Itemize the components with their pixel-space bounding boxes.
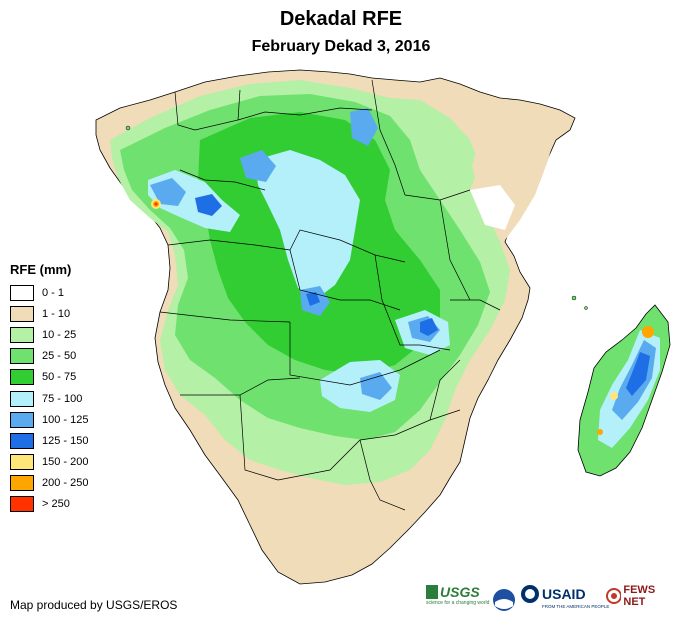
legend-item: 0 - 1 — [10, 282, 88, 303]
legend-label: 200 - 250 — [42, 477, 89, 490]
legend-label: 10 - 25 — [42, 328, 77, 341]
horn-dry-0-1 — [470, 185, 515, 230]
legend-label: 75 - 100 — [42, 392, 83, 405]
legend-label: 25 - 50 — [42, 350, 77, 363]
legend-item: > 250 — [10, 494, 88, 515]
legend-item: 1 - 10 — [10, 303, 88, 324]
rain-100-125-a — [150, 178, 186, 206]
fewsnet-mark-icon — [606, 588, 622, 604]
legend-label: 125 - 150 — [42, 434, 89, 447]
usgs-tagline: science for a changing world — [426, 600, 490, 606]
legend-swatch — [10, 326, 34, 343]
legend-item: 100 - 125 — [10, 409, 88, 430]
legend-label: 0 - 1 — [42, 286, 65, 299]
usgs-mark-icon — [426, 585, 438, 599]
legend: RFE (mm) 0 - 1 1 - 10 10 - 25 25 - 50 50 - 7… — [10, 262, 88, 515]
legend-label: 1 - 10 — [42, 307, 71, 320]
rain-125-150-a — [195, 194, 222, 216]
madagascar-rain-125-150 — [626, 352, 650, 396]
map-subtitle: February Dekad 3, 2016 — [251, 38, 431, 55]
rain-over-250-spot — [154, 202, 158, 206]
legend-swatch — [10, 454, 34, 471]
legend-swatch — [10, 348, 34, 365]
legend-item: 10 - 25 — [10, 324, 88, 345]
legend-swatch — [10, 411, 34, 428]
madagascar-hotspot-3 — [597, 429, 603, 435]
legend-item: 25 - 50 — [10, 346, 88, 367]
island — [571, 295, 577, 301]
legend-item: 50 - 75 — [10, 367, 88, 388]
usgs-text: USGS — [440, 584, 480, 600]
legend-label: 100 - 125 — [42, 413, 89, 426]
usaid-logo: USAID FROM THE AMERICAN PEOPLE — [520, 584, 610, 618]
legend-item: 75 - 100 — [10, 388, 88, 409]
rain-100-125-c — [350, 108, 378, 146]
legend-swatch — [10, 496, 34, 513]
usaid-tagline: FROM THE AMERICAN PEOPLE — [542, 604, 610, 609]
legend-swatch — [10, 432, 34, 449]
legend-item: 200 - 250 — [10, 473, 88, 494]
country-borders — [159, 79, 501, 511]
legend-rows: 0 - 1 1 - 10 10 - 25 25 - 50 50 - 75 75 - 100… — [10, 282, 88, 515]
legend-swatch — [10, 305, 34, 322]
island — [125, 125, 131, 131]
noaa-logo — [492, 584, 518, 618]
madagascar-hotspot — [642, 326, 654, 338]
fewsnet-logo: FEWS NET — [606, 584, 678, 618]
madagascar-hotspot-2 — [610, 392, 618, 400]
legend-swatch — [10, 390, 34, 407]
legend-title: RFE (mm) — [10, 262, 72, 277]
logo-bar: USGS science for a changing world USAID … — [426, 584, 678, 618]
legend-label: > 250 — [42, 498, 70, 511]
usaid-text: USAID — [542, 586, 586, 602]
legend-swatch — [10, 284, 34, 301]
rain-100-125-b — [240, 150, 276, 182]
rain-100-125-e — [360, 372, 392, 400]
credit-text: Map produced by USGS/EROS — [10, 598, 178, 612]
rain-125-150-b — [420, 318, 438, 336]
usaid-seal-icon — [521, 585, 539, 603]
legend-swatch — [10, 475, 34, 492]
rain-125-150-c — [306, 292, 320, 306]
island — [584, 306, 588, 310]
legend-label: 50 - 75 — [42, 371, 77, 384]
legend-label: 150 - 200 — [42, 456, 89, 469]
map-title: Dekadal RFE — [279, 8, 403, 30]
rain-75-100-central — [255, 150, 360, 300]
fewsnet-text: FEWS NET — [623, 584, 656, 608]
legend-item: 150 - 200 — [10, 452, 88, 473]
legend-item: 125 - 150 — [10, 430, 88, 451]
usgs-logo: USGS science for a changing world — [426, 584, 490, 618]
legend-swatch — [10, 369, 34, 386]
